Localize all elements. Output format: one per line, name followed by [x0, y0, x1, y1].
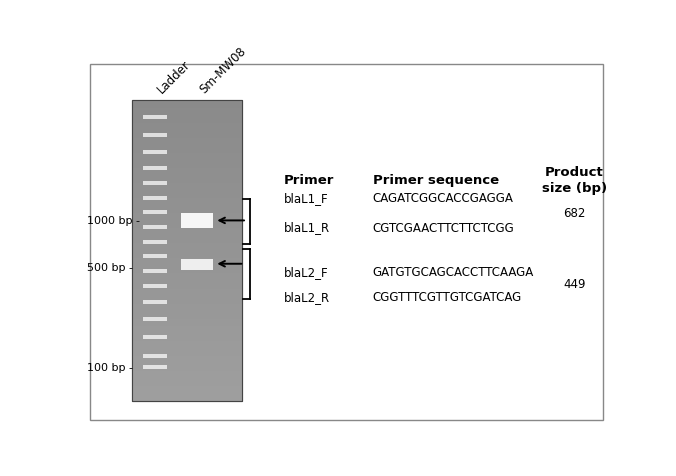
Bar — [132, 228, 242, 237]
Bar — [132, 393, 242, 402]
Bar — [132, 153, 242, 161]
Bar — [132, 198, 242, 206]
Bar — [181, 214, 213, 229]
Bar — [143, 181, 167, 186]
Text: Ladder: Ladder — [155, 58, 193, 96]
Bar — [143, 150, 167, 154]
Bar — [132, 348, 242, 357]
Bar — [132, 101, 242, 402]
Bar — [132, 378, 242, 387]
Text: blaL2_R: blaL2_R — [284, 291, 330, 304]
Text: blaL2_F: blaL2_F — [284, 265, 329, 278]
Bar — [132, 176, 242, 184]
Bar — [132, 386, 242, 394]
Bar — [132, 288, 242, 297]
Bar — [143, 134, 167, 138]
Bar — [132, 318, 242, 327]
Bar — [132, 341, 242, 349]
Bar — [132, 123, 242, 131]
Text: CAGATCGGCACCGAGGA: CAGATCGGCACCGAGGA — [372, 192, 514, 205]
Bar — [132, 108, 242, 116]
Bar — [132, 243, 242, 251]
Bar — [132, 213, 242, 221]
Bar — [143, 317, 167, 321]
Bar — [132, 101, 242, 402]
Text: 1000 bp -: 1000 bp - — [87, 215, 140, 225]
Bar — [143, 116, 167, 119]
Bar — [143, 211, 167, 215]
Bar — [132, 168, 242, 176]
Bar — [132, 138, 242, 146]
Bar — [143, 269, 167, 274]
Text: CGTCGAACTTCTTCTCGG: CGTCGAACTTCTTCTCGG — [372, 221, 514, 234]
Bar — [132, 130, 242, 139]
Text: CGGTTTCGTTGTCGATCAG: CGGTTTCGTTGTCGATCAG — [372, 291, 522, 304]
Bar — [132, 190, 242, 199]
Bar — [132, 371, 242, 379]
Bar — [132, 236, 242, 244]
Bar — [181, 259, 213, 270]
Bar — [132, 281, 242, 289]
Text: blaL1_F: blaL1_F — [284, 192, 329, 205]
Text: 449: 449 — [563, 278, 585, 291]
Bar — [143, 365, 167, 369]
Bar — [132, 296, 242, 304]
Bar — [132, 311, 242, 319]
Bar — [132, 258, 242, 267]
Text: Primer sequence: Primer sequence — [372, 173, 499, 187]
Text: 682: 682 — [563, 207, 585, 219]
Bar — [132, 273, 242, 281]
Bar — [132, 266, 242, 274]
Bar — [143, 301, 167, 305]
Bar — [143, 336, 167, 339]
Bar — [132, 160, 242, 169]
Bar — [132, 251, 242, 259]
Bar — [143, 240, 167, 244]
Bar — [132, 356, 242, 364]
Text: Sm-MW08: Sm-MW08 — [197, 44, 249, 96]
Bar — [132, 363, 242, 372]
Bar — [132, 100, 242, 109]
Bar — [143, 354, 167, 358]
Bar — [132, 183, 242, 191]
Bar — [143, 167, 167, 171]
Bar — [132, 333, 242, 342]
Text: blaL1_R: blaL1_R — [284, 221, 330, 234]
Bar — [132, 326, 242, 334]
Bar — [143, 196, 167, 200]
Bar — [143, 255, 167, 259]
Text: GATGTGCAGCACCTTCAAGA: GATGTGCAGCACCTTCAAGA — [372, 265, 534, 278]
Bar — [132, 115, 242, 124]
Bar — [132, 146, 242, 154]
Text: Primer: Primer — [284, 173, 334, 187]
Text: 500 bp -: 500 bp - — [87, 263, 133, 273]
Text: Product
size (bp): Product size (bp) — [541, 166, 607, 194]
Text: 100 bp -: 100 bp - — [87, 362, 133, 372]
Bar — [143, 284, 167, 288]
Bar — [132, 303, 242, 311]
Bar — [132, 206, 242, 214]
Bar — [143, 226, 167, 229]
Bar — [132, 220, 242, 229]
